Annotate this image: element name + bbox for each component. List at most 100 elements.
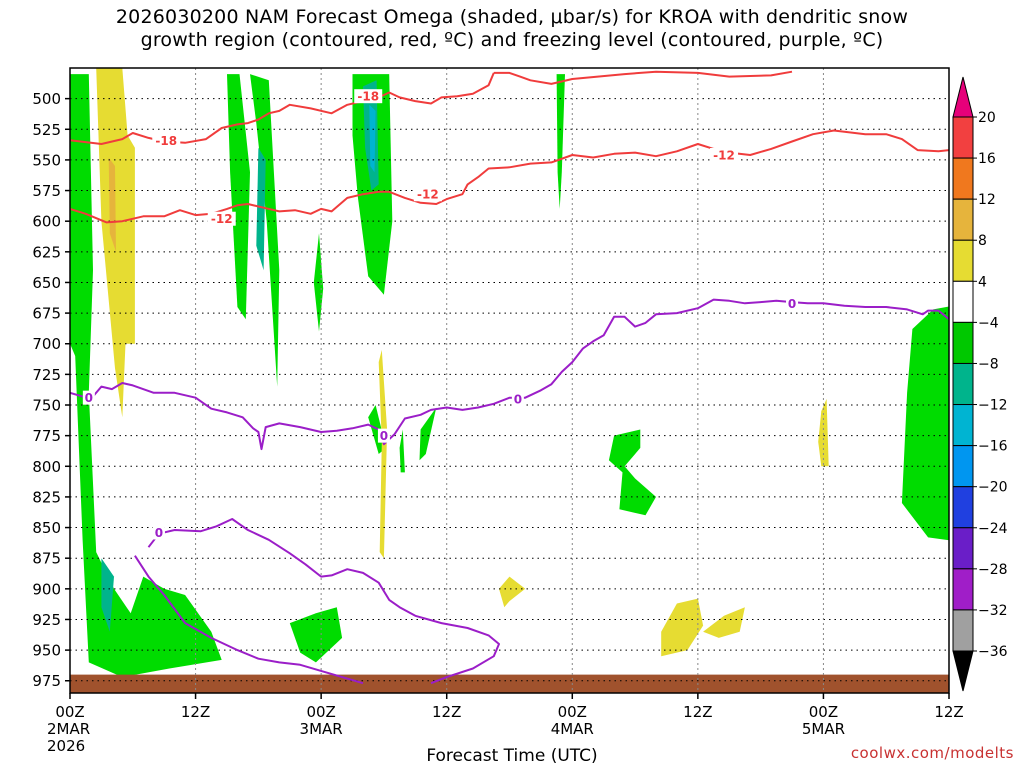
colorbar-segment xyxy=(952,321,974,364)
freezing-contour-label-bg xyxy=(152,525,165,540)
y-tick-label: 975 xyxy=(32,672,61,690)
dendritic-contour-label: -12 xyxy=(417,188,439,202)
omega-region xyxy=(250,74,280,387)
colorbar-label: −32 xyxy=(978,603,1008,619)
omega-region xyxy=(101,558,114,632)
freezing-contour xyxy=(134,555,364,685)
y-tick-label: 850 xyxy=(32,519,61,537)
freezing-contour-label-bg xyxy=(377,428,390,443)
colorbar-segment xyxy=(952,116,974,159)
colorbar-label: −12 xyxy=(978,398,1008,414)
y-tick-label: 750 xyxy=(32,397,61,415)
x-axis-title: Forecast Time (UTC) xyxy=(426,746,598,766)
colorbar-label: 20 xyxy=(978,110,996,126)
title-line-1: 2026030200 NAM Forecast Omega (shaded, μ… xyxy=(115,6,909,28)
freezing-contour xyxy=(70,298,949,451)
contour-lines xyxy=(70,70,949,685)
x-tick-label: 12Z xyxy=(683,703,712,721)
grid-lines xyxy=(70,68,949,693)
omega-region xyxy=(399,429,405,473)
dendritic-contour-label-bg xyxy=(354,89,383,104)
y-tick-label: 725 xyxy=(32,366,61,384)
omega-region xyxy=(227,74,250,320)
omega-region xyxy=(608,429,656,516)
freezing-contour-label: 0 xyxy=(380,429,388,443)
dendritic-contour-label-bg xyxy=(413,187,442,202)
y-tick-label: 650 xyxy=(32,274,61,292)
plot-frame xyxy=(69,67,950,694)
dendritic-contour-label: -18 xyxy=(155,134,177,148)
y-tick-label: 700 xyxy=(32,335,61,353)
colorbar-segment xyxy=(952,527,974,570)
colorbar-segment xyxy=(952,362,974,406)
colorbar-segment xyxy=(952,609,974,652)
y-tick-label: 775 xyxy=(32,427,61,445)
y-tick-label: 600 xyxy=(32,213,61,231)
omega-region xyxy=(661,598,704,657)
ground-band xyxy=(70,674,949,693)
colorbar-label: −8 xyxy=(978,356,999,372)
y-tick-label: 825 xyxy=(32,488,61,506)
dendritic-contour-label-bg xyxy=(152,133,181,148)
chart-title: 2026030200 NAM Forecast Omega (shaded, μ… xyxy=(0,6,1024,52)
colorbar-label: −16 xyxy=(978,439,1008,455)
colorbar-label: 4 xyxy=(978,274,987,290)
x-tick-label: 12Z xyxy=(432,703,461,721)
colorbar: 20 16 12 8 4 −4 −8 −12 −16 −20 −24 −28 −32 −36 xyxy=(952,76,1008,692)
x-tick-label: 4MAR xyxy=(551,720,594,738)
dendritic-contour-label-bg xyxy=(207,211,236,226)
ground-surface xyxy=(70,674,949,693)
colorbar-segment xyxy=(952,568,974,611)
colorbar-bottom-arrow xyxy=(952,650,974,692)
dendritic-contour xyxy=(493,70,793,85)
y-tick-label: 575 xyxy=(32,182,61,200)
omega-region xyxy=(256,147,266,271)
colorbar-label: −24 xyxy=(978,521,1008,537)
credit-text: coolwx.com/modelts xyxy=(850,744,1014,762)
y-axis: 500 525 550 575 600 625 650 675 700 725 750 775 800 8… xyxy=(32,90,70,690)
contour-labels: -18 -18 -12 -12 -12 0 0 0 0 0 xyxy=(82,89,799,540)
colorbar-top-arrow xyxy=(952,76,974,118)
colorbar-label: 8 xyxy=(978,233,987,249)
x-tick-label: 2026 xyxy=(47,737,85,755)
freezing-contour-label-bg xyxy=(511,391,524,406)
colorbar-segment xyxy=(952,198,974,241)
freezing-contour xyxy=(147,518,500,685)
y-tick-label: 800 xyxy=(32,458,61,476)
omega-region xyxy=(901,306,949,541)
omega-region xyxy=(108,157,116,252)
dendritic-contour-label: -12 xyxy=(713,149,735,163)
dendritic-contour-label-bg xyxy=(710,148,739,163)
omega-region xyxy=(556,74,565,209)
title-line-2: growth region (contoured, red, ºC) and f… xyxy=(140,29,884,51)
colorbar-label: −28 xyxy=(978,562,1008,578)
omega-region xyxy=(419,407,437,461)
x-tick-label: 00Z xyxy=(809,703,838,721)
y-tick-label: 900 xyxy=(32,580,61,598)
x-tick-label: 12Z xyxy=(181,703,210,721)
freezing-contour-label-bg xyxy=(786,296,799,311)
x-tick-label: 12Z xyxy=(934,703,963,721)
omega-region xyxy=(818,398,829,467)
x-tick-label: 00Z xyxy=(55,703,84,721)
omega-region xyxy=(499,576,526,608)
colorbar-segment xyxy=(952,404,974,447)
x-tick-label: 5MAR xyxy=(802,720,845,738)
colorbar-label: 16 xyxy=(978,151,996,167)
freezing-contour-label: 0 xyxy=(85,391,93,405)
freezing-contour-label: 0 xyxy=(514,392,522,406)
colorbar-segment xyxy=(952,239,974,282)
x-tick-label: 3MAR xyxy=(300,720,343,738)
y-tick-label: 550 xyxy=(32,151,61,169)
colorbar-segment xyxy=(952,280,974,323)
x-tick-label: 00Z xyxy=(306,703,335,721)
colorbar-label: −36 xyxy=(978,644,1008,660)
colorbar-label: −20 xyxy=(978,480,1008,496)
dendritic-contour-label: -12 xyxy=(211,212,233,226)
omega-region xyxy=(70,74,222,678)
freezing-contour-label: 0 xyxy=(788,297,796,311)
y-tick-label: 625 xyxy=(32,243,61,261)
colorbar-segment xyxy=(952,445,974,488)
colorbar-label: 12 xyxy=(978,192,996,208)
